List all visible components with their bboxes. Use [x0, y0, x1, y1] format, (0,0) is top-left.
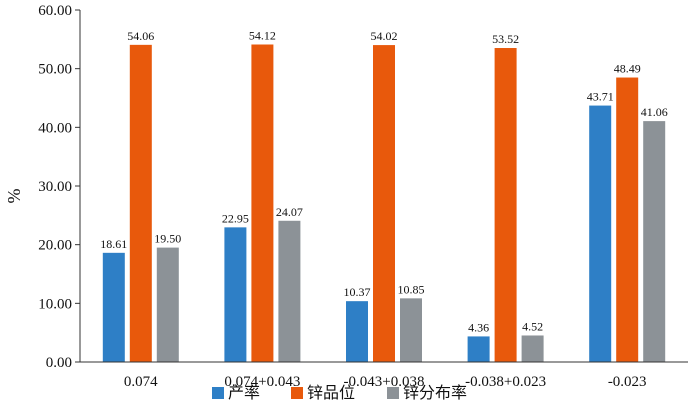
- y-tick-label: 60.00: [38, 3, 72, 19]
- data-label: 10.85: [398, 282, 425, 296]
- bar: [346, 301, 368, 362]
- x-category-label: -0.043+0.038: [344, 374, 425, 390]
- legend-swatch: [212, 387, 224, 399]
- data-label: 43.71: [587, 90, 614, 104]
- data-label: 22.95: [222, 211, 249, 225]
- bar: [129, 44, 152, 363]
- data-label: 18.61: [100, 237, 127, 251]
- data-label: 4.52: [522, 319, 543, 333]
- legend-entry-label: 产率: [228, 383, 260, 402]
- bar: [251, 44, 274, 362]
- legend-entry-label: 锌品位: [307, 383, 355, 402]
- y-tick-label: 50.00: [38, 62, 72, 78]
- data-label: 53.52: [492, 32, 519, 46]
- data-labels-group: 18.61 54.06 19.50 22.95 54.12 24.07 10.37 54.02…: [100, 28, 667, 334]
- bar: [278, 220, 301, 362]
- data-label: 4.36: [468, 320, 489, 334]
- legend-swatch: [387, 387, 399, 399]
- bar: [521, 335, 544, 362]
- bar: [589, 105, 612, 363]
- data-label: 48.49: [614, 62, 641, 76]
- bar: [224, 227, 247, 362]
- data-label: 54.02: [371, 29, 398, 43]
- legend-swatch: [291, 387, 303, 399]
- bar: [616, 77, 639, 362]
- x-category-label: -0.023: [608, 374, 647, 390]
- bar: [643, 121, 666, 362]
- y-tick-label: 0.00: [46, 355, 72, 371]
- bar: [373, 45, 395, 362]
- y-tick-label: 40.00: [38, 120, 72, 136]
- data-label: 10.37: [344, 285, 371, 299]
- data-label: 19.50: [154, 232, 181, 246]
- y-tick-label: 30.00: [38, 179, 72, 195]
- data-label: 41.06: [641, 105, 668, 119]
- x-category-label: 0.074+0.043: [224, 374, 300, 390]
- x-axis: 0.074 0.074+0.043 -0.043+0.038 -0.038+0.023…: [80, 361, 688, 390]
- legend: 产率 锌品位 锌分布率: [212, 383, 467, 402]
- bar: [400, 298, 422, 362]
- bar: [494, 48, 517, 363]
- bar: [102, 252, 125, 362]
- data-label: 24.07: [276, 205, 303, 219]
- bar: [467, 336, 490, 362]
- y-axis: 0.00 10.00 20.00 30.00 40.00 50.00 60.00: [38, 3, 81, 371]
- y-tick-label: 20.00: [38, 238, 72, 254]
- data-label: 54.12: [249, 28, 276, 42]
- bars-group: [102, 44, 666, 363]
- data-label: 54.06: [127, 29, 154, 43]
- x-category-label: 0.074: [124, 374, 158, 390]
- y-tick-label: 10.00: [38, 296, 72, 312]
- y-axis-label: %: [4, 189, 24, 204]
- x-category-label: -0.038+0.023: [465, 374, 546, 390]
- legend-entry-label: 锌分布率: [403, 383, 467, 402]
- bar: [156, 247, 179, 362]
